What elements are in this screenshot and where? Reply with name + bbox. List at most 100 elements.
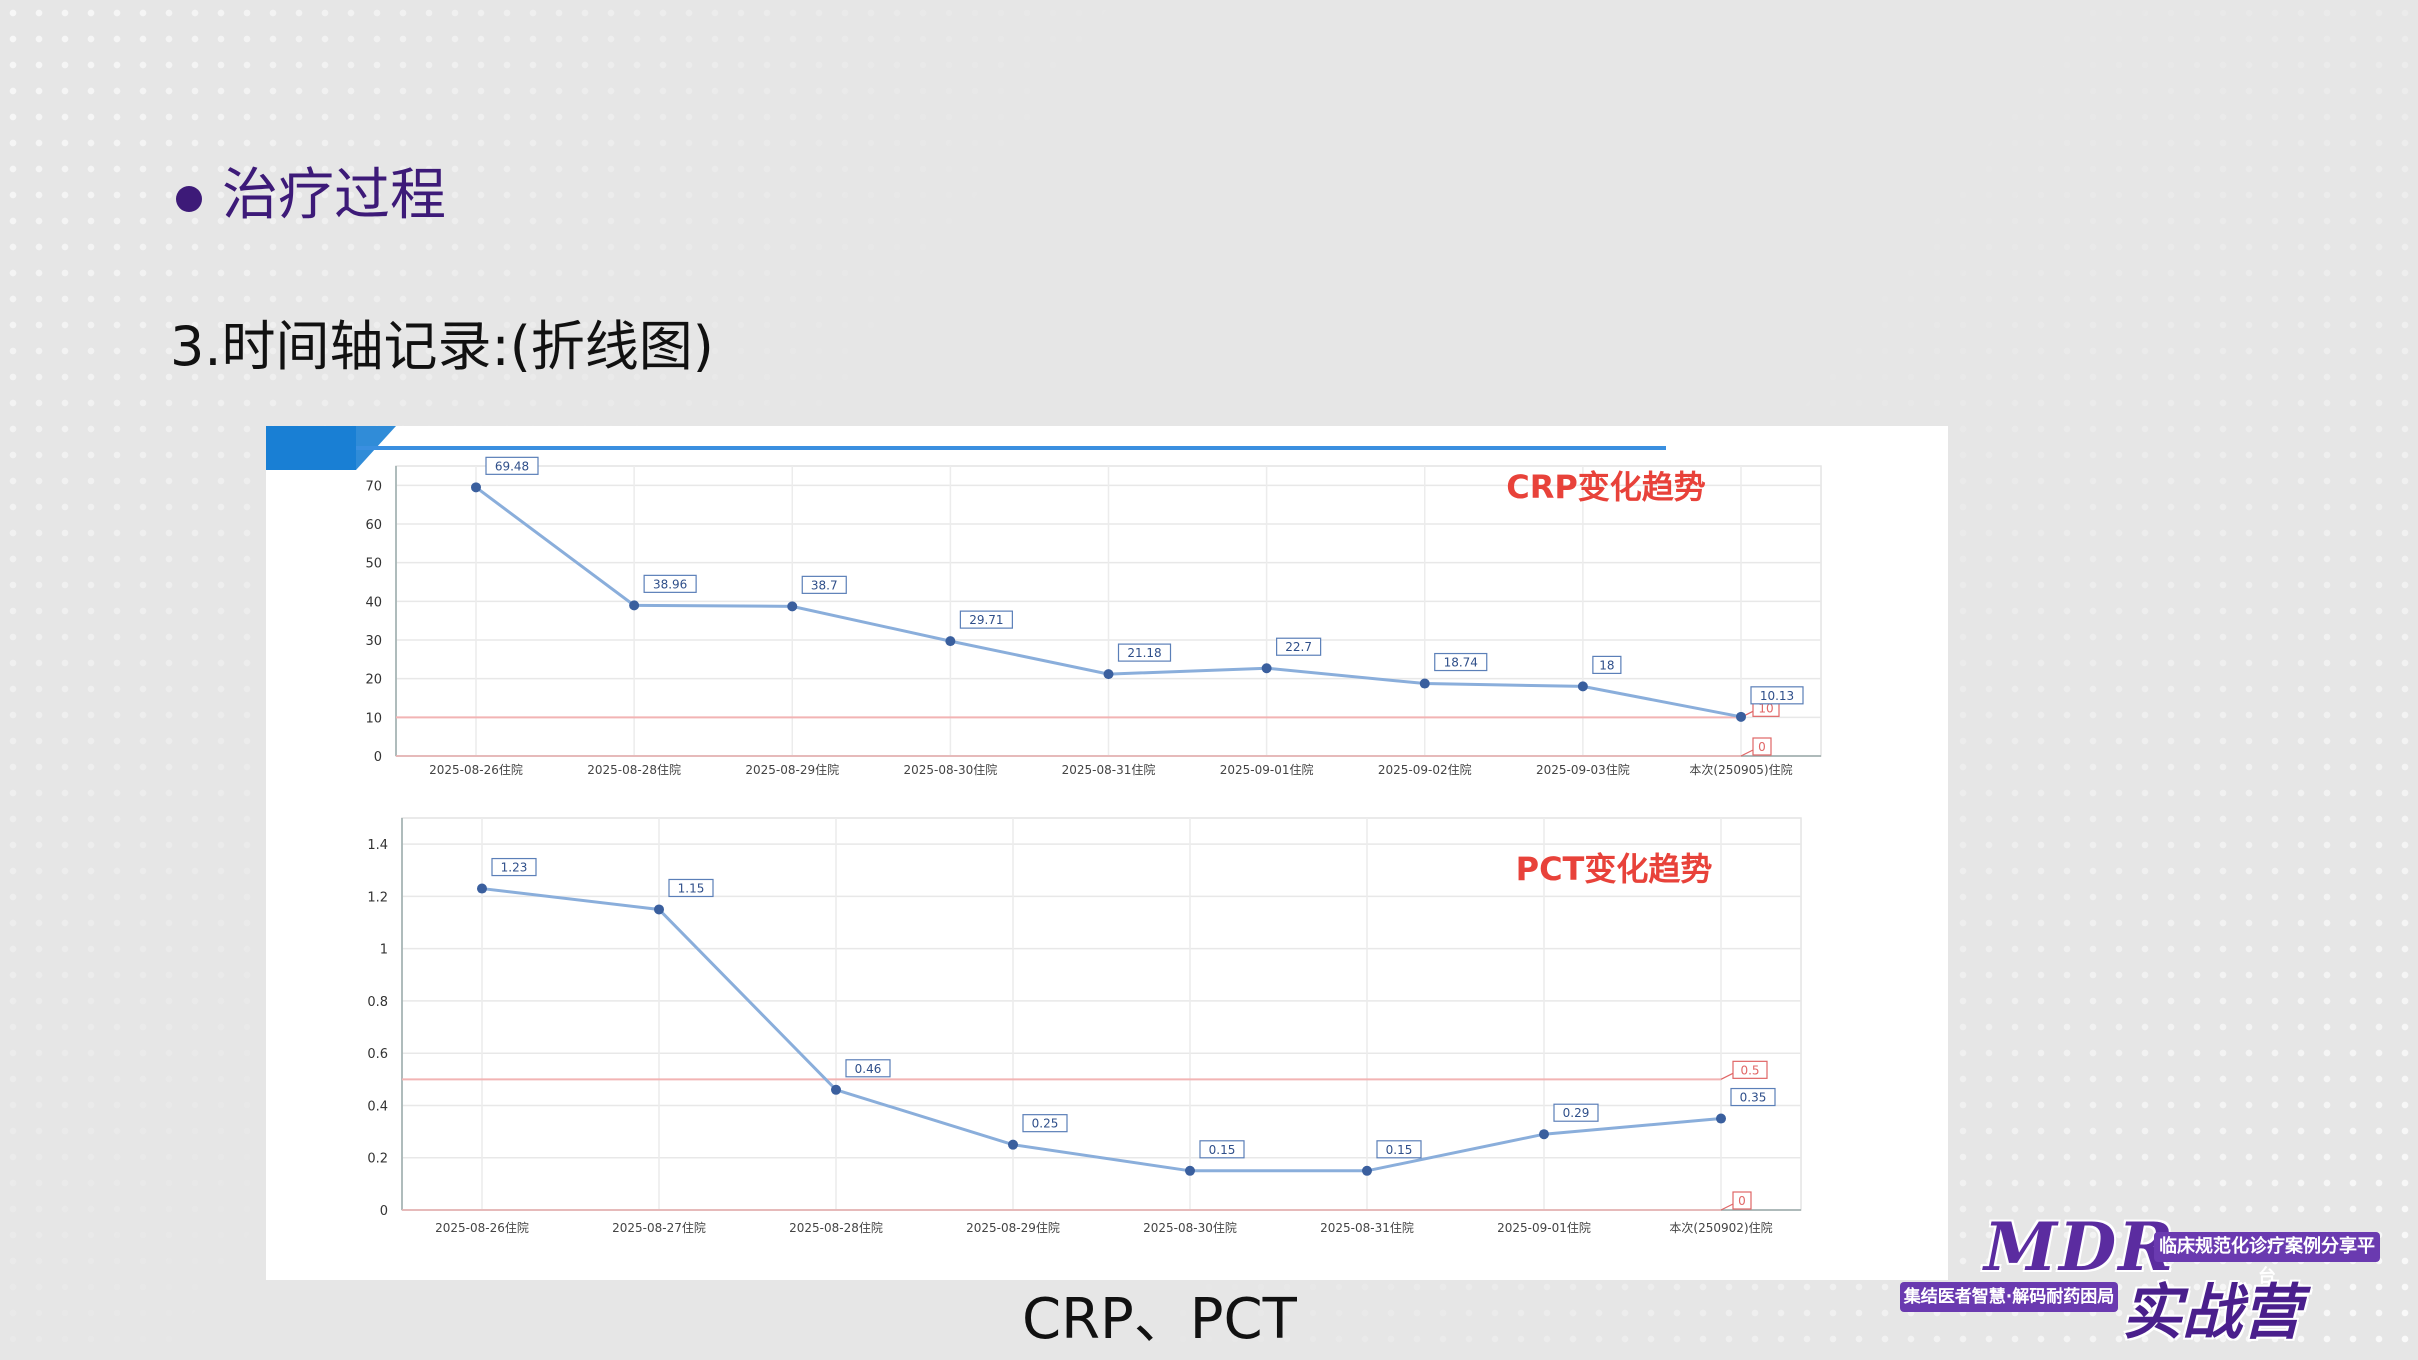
chart2-value-label: 0.15 [1386,1143,1413,1157]
chart1-x-tick-label: 2025-08-29住院 [745,763,839,777]
chart2-y-tick-label: 0.8 [367,995,388,1010]
chart2-title: PCT变化趋势 [1516,850,1713,888]
chart2-data-point [1008,1139,1018,1150]
chart2-reference-label-box [1732,1060,1768,1079]
chart2-value-label-box [1199,1140,1245,1159]
chart2-data-point [1185,1165,1195,1176]
header-corner-tab [266,426,396,470]
chart1-data-point [1419,678,1430,689]
chart2-value-label-box [845,1059,891,1078]
chart2-value-label: 0.46 [855,1062,882,1076]
chart1-value-label-box [1750,686,1804,705]
chart2-data-point [477,883,487,894]
slide-subtitle: 3.时间轴记录:(折线图) [170,315,714,378]
chart1-x-tick-label: 2025-09-02住院 [1378,763,1472,777]
chart-panel: 0 10 20 30 40 50 60 70 2025-08-26住院 2025-08-28住院 2… [266,426,1948,1280]
chart1-value-label-box [801,575,847,594]
mdr-logo: MDR 临床规范化诊疗案例分享平台 集结医者智慧·解码耐药困局 实战营 [1900,1208,2380,1348]
chart1-value-label-box [485,456,539,475]
chart1-reference-label: 10 [1758,701,1773,715]
chart2-x-tick-label: 2025-08-27住院 [612,1221,706,1235]
chart1-y-tick-label: 40 [365,595,382,610]
chart2-y-tick-label: 0.4 [367,1099,388,1114]
chart2-x-tick-label: 本次(250902)住院 [1669,1221,1772,1235]
chart2-value-label-box [668,878,714,898]
chart2-reference-label: 0.5 [1740,1063,1759,1077]
logo-mark: MDR [1984,1208,2176,1286]
chart2-x-tick-label: 2025-08-31住院 [1320,1221,1414,1235]
section-title: 治疗过程 [222,163,446,228]
chart1-value-label: 38.7 [811,578,838,592]
chart1-y-tick-label: 0 [374,750,382,765]
chart2-y-tick-label: 1 [380,943,388,958]
chart2-reference-label-box [1732,1191,1752,1210]
chart2-data-point [1539,1129,1549,1140]
chart1-value-label-box [1434,652,1488,672]
chart2-y-tick-label: 0 [380,1204,388,1219]
chart2-reference-leader [1720,1203,1734,1211]
chart1-data-point [787,601,798,612]
chart1-value-label: 18.74 [1444,656,1478,670]
chart1-reference-label: 0 [1758,740,1766,754]
chart1-y-tick-label: 50 [365,557,382,572]
chart2-value-label: 1.23 [501,861,528,875]
chart2-data-point [1716,1113,1726,1124]
chart2-y-tick-label: 1.4 [367,838,388,853]
chart1-data-point [945,636,956,647]
chart2-x-tick-label: 2025-08-30住院 [1143,1221,1237,1235]
chart1-y-tick-label: 20 [365,673,382,688]
chart1-x-tick-label: 2025-08-30住院 [904,763,998,777]
chart1-value-label: 21.18 [1127,646,1161,660]
chart2-series-line [481,887,1722,1173]
chart2-x-tick-label: 2025-08-29住院 [966,1221,1060,1235]
chart1-value-label-box [1276,637,1322,656]
chart2-value-label: 0.15 [1209,1143,1236,1157]
chart1-value-label: 38.96 [653,577,687,591]
chart2-x-tick-label: 2025-08-26住院 [435,1221,529,1235]
chart1-y-tick-label: 10 [365,711,382,726]
chart2-value-label-box [1022,1114,1068,1133]
chart1-data-point [629,600,640,611]
chart2-value-label-box [1376,1140,1422,1159]
chart2-x-tick-label: 2025-09-01住院 [1497,1221,1591,1235]
chart1-value-label-box [1117,643,1172,662]
chart2-value-label-box [1730,1087,1776,1107]
chart1-y-tick-label: 70 [365,479,382,494]
chart2-y-tick-label: 0.2 [367,1152,388,1167]
chart1-value-label: 29.71 [969,613,1003,627]
chart2-y-tick-label: 1.2 [367,890,388,905]
chart2-reference-label: 0 [1738,1194,1746,1208]
logo-tagline-bottom: 集结医者智慧·解码耐药困局 [1900,1282,2118,1312]
chart1-x-tick-label: 2025-08-26住院 [429,763,523,777]
chart1-data-point [1261,663,1272,674]
chart1-reference-label-box [1752,737,1772,756]
chart2-reference-leader [1720,1072,1734,1080]
chart1-data-point [1577,681,1588,692]
chart1-value-label: 10.13 [1760,689,1794,703]
chart1-value-label-box [643,574,697,593]
chart1-value-label-box [1592,655,1622,674]
chart2-value-label-box [491,857,537,877]
logo-camp: 实战营 [2122,1278,2302,1348]
chart2-value-label-box [1553,1103,1599,1122]
logo-tagline-top: 临床规范化诊疗案例分享平台 [2154,1232,2380,1287]
chart1-y-tick-label: 30 [365,634,382,649]
chart2-value-label: 0.29 [1563,1106,1590,1120]
chart1-title: CRP变化趋势 [1506,468,1706,506]
chart1-x-tick-label: 2025-08-28住院 [587,763,681,777]
chart1-x-tick-label: 2025-09-03住院 [1536,763,1630,777]
chart2-data-point [1362,1165,1372,1176]
chart2-y-tick-label: 0.6 [367,1047,388,1062]
chart2-x-tick-label: 2025-08-28住院 [789,1221,883,1235]
chart2-data-point [654,904,664,915]
chart1-data-point [471,482,481,493]
chart2-value-label: 0.35 [1740,1091,1767,1105]
chart1-value-label: 69.48 [495,459,529,473]
chart1-x-tick-label: 本次(250905)住院 [1689,763,1792,777]
chart1-data-point [1736,711,1746,722]
bullet-dot [176,186,202,212]
chart2-data-point [831,1084,841,1095]
chart1-value-label-box [959,610,1013,629]
chart1-value-label: 18 [1599,658,1614,672]
